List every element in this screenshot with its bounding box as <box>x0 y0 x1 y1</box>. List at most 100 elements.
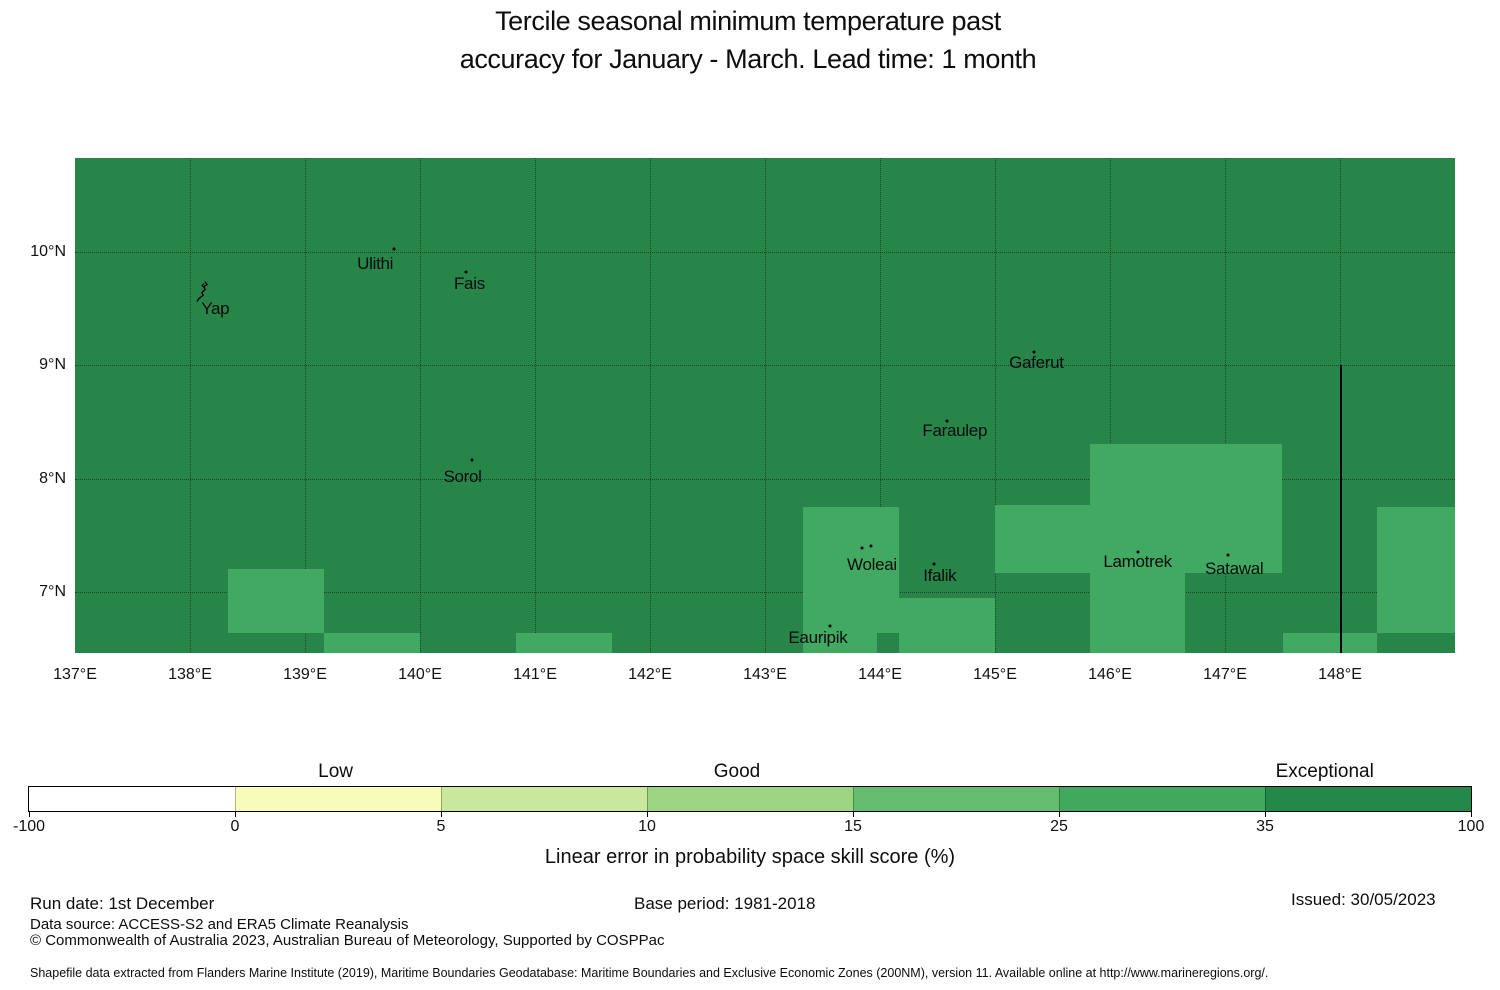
map-gridline-meridian <box>305 158 306 653</box>
map-place-label: Sorol <box>443 466 482 486</box>
x-tick-label: 141°E <box>513 666 557 683</box>
colorbar-tick <box>29 812 30 817</box>
colorbar-tick-label: 25 <box>1050 818 1068 835</box>
colorbar-tick <box>1471 812 1472 817</box>
colorbar-tick <box>647 812 648 817</box>
chart-title: Tercile seasonal minimum temperature pas… <box>0 2 1496 78</box>
map-place-label: Gaferut <box>1009 352 1064 372</box>
colorbar-tick-label: -100 <box>12 818 46 835</box>
footer-data-source: Data source: ACCESS-S2 and ERA5 Climate … <box>30 916 409 933</box>
map-gridline-meridian <box>650 158 651 653</box>
y-tick-label: 9°N <box>39 356 66 374</box>
colorbar-segment-divider <box>235 787 236 811</box>
island-dot <box>1226 553 1230 557</box>
x-tick-label: 143°E <box>743 666 787 683</box>
footer-base-period: Base period: 1981-2018 <box>634 894 816 913</box>
map-gridline-meridian <box>765 158 766 653</box>
map-plot: Yap Ulithi Fais Sorol Gaferut Faraulep Woleai I… <box>75 158 1455 653</box>
island-dot <box>470 458 474 462</box>
colorbar-segment <box>235 787 441 811</box>
colorbar-segment <box>647 787 853 811</box>
colorbar-segment <box>1059 787 1265 811</box>
colorbar-axis-label: Linear error in probability space skill … <box>544 846 956 868</box>
x-tick-label: 144°E <box>858 666 902 683</box>
map-place-label: Eauripik <box>788 628 848 647</box>
footer-shapefile-note: Shapefile data extracted from Flanders M… <box>30 966 1269 980</box>
map-cell <box>995 504 1090 573</box>
map-place-label: Lamotrek <box>1103 551 1172 571</box>
yap-island-icon <box>194 280 210 307</box>
map-cell <box>1282 633 1378 653</box>
map-cell <box>323 633 420 653</box>
x-tick-label: 142°E <box>628 666 672 683</box>
map-gridline-meridian <box>420 158 421 653</box>
island-dot <box>932 562 936 566</box>
map-gridline-parallel <box>75 252 1455 253</box>
map-gridline-meridian <box>995 158 996 653</box>
island-dot <box>869 544 873 548</box>
eez-boundary-line <box>1340 365 1342 653</box>
colorbar-segment-divider <box>1059 787 1060 811</box>
y-tick-label: 8°N <box>39 469 66 487</box>
map-gridline-meridian <box>880 158 881 653</box>
map-place-label: Ulithi <box>357 254 394 273</box>
colorbar-segment-divider <box>647 787 648 811</box>
y-tick-label: 10°N <box>30 243 66 260</box>
footer-issued: Issued: 30/05/2023 <box>1291 890 1436 909</box>
map-place-label: Yap <box>201 299 230 318</box>
island-dot <box>828 624 832 628</box>
colorbar-tick-label: 100 <box>1457 818 1485 835</box>
x-tick-label: 148°E <box>1318 666 1362 683</box>
y-tick-label: 7°N <box>39 582 66 600</box>
footer-run-date: Run date: 1st December <box>30 894 215 913</box>
map-cell <box>1377 506 1455 633</box>
map-cell <box>1089 572 1185 653</box>
x-tick-label: 147°E <box>1203 666 1247 683</box>
map-cell <box>898 598 995 653</box>
colorbar-tick-label: 5 <box>436 818 446 835</box>
chart-title-line1: Tercile seasonal minimum temperature pas… <box>495 6 1001 36</box>
colorbar-tick <box>1059 812 1060 817</box>
colorbar-category-label: Good <box>713 761 761 782</box>
map-gridline-parallel <box>75 478 1455 480</box>
map-gridline-meridian <box>190 158 191 653</box>
colorbar-segment-divider <box>853 787 854 811</box>
map-gridline-meridian <box>535 158 536 653</box>
island-dot <box>1032 350 1036 354</box>
map-gridline-parallel <box>75 591 1455 593</box>
colorbar-tick <box>235 812 236 817</box>
colorbar-tick <box>1265 812 1266 817</box>
map-place-label: Faraulep <box>922 420 988 440</box>
map-cell <box>877 633 899 653</box>
island-dot <box>1136 550 1140 554</box>
colorbar-segment <box>441 787 647 811</box>
colorbar-segment <box>29 787 235 811</box>
colorbar-segment-divider <box>441 787 442 811</box>
colorbar-tick-label: 35 <box>1256 818 1274 835</box>
x-tick-label: 145°E <box>973 666 1017 683</box>
map-place-label: Ifalik <box>923 566 957 586</box>
colorbar-tick-label: 15 <box>844 818 862 835</box>
x-tick-label: 137°E <box>53 666 97 683</box>
map-cell <box>227 568 324 634</box>
colorbar-segment <box>853 787 1059 811</box>
x-tick-label: 140°E <box>398 666 442 683</box>
colorbar-category-label: Low <box>318 761 353 782</box>
colorbar-segment-divider <box>1265 787 1266 811</box>
map-gridline-parallel <box>75 365 1455 367</box>
map-gridline-meridian <box>1225 158 1226 653</box>
colorbar <box>28 786 1472 812</box>
colorbar-tick <box>853 812 854 817</box>
map-gridline-meridian <box>1110 158 1111 653</box>
map-place-label: Fais <box>453 273 485 293</box>
x-tick-label: 139°E <box>283 666 327 683</box>
island-dot <box>860 546 864 550</box>
colorbar-tick-label: 0 <box>230 818 240 835</box>
footer-copyright: © Commonwealth of Australia 2023, Austra… <box>30 932 665 949</box>
colorbar-tick-label: 10 <box>638 818 656 835</box>
map-cell <box>516 633 613 653</box>
map-cell <box>1089 443 1283 573</box>
x-tick-label: 146°E <box>1088 666 1132 683</box>
colorbar-category-label: Exceptional <box>1275 761 1374 782</box>
colorbar-tick <box>441 812 442 817</box>
